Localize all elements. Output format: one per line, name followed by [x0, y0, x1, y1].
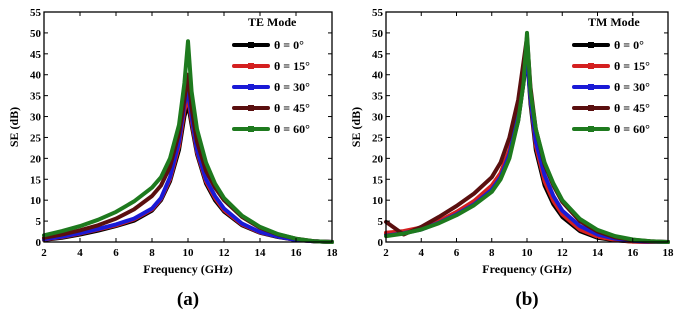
x-tick-label: 14 — [255, 247, 267, 259]
chart-panel-1: 2 4 6 8 10 12 14 16 18 0 5 10 15 20 25 30 35 40 45 50 55 Freq… — [7, 7, 338, 310]
x-tick-label: 10 — [522, 247, 534, 259]
y-tick-label: 10 — [30, 195, 42, 207]
series-line-2 — [42, 95, 334, 244]
legend-label-5: θ = 60° — [274, 122, 310, 136]
y-tick-label: 35 — [372, 91, 384, 103]
x-tick-label: 2 — [41, 247, 47, 259]
panel-label: (b) — [515, 289, 538, 310]
y-tick-label: 15 — [372, 174, 384, 186]
y-tick-label: 25 — [30, 132, 42, 144]
legend-title: TE Mode — [248, 15, 297, 29]
y-tick-label: 15 — [30, 174, 42, 186]
x-tick-label: 12 — [557, 247, 569, 259]
legend-marker-1 — [588, 42, 594, 48]
y-tick-label: 0 — [378, 237, 384, 249]
y-tick-label: 25 — [372, 132, 384, 144]
legend-label-5: θ = 60° — [614, 122, 650, 136]
x-tick-label: 4 — [77, 247, 83, 259]
y-tick-label: 45 — [30, 49, 42, 61]
x-tick-label: 16 — [291, 247, 303, 259]
x-tick-label: 10 — [183, 247, 195, 259]
legend-marker-4 — [588, 105, 594, 111]
y-axis-label: SE (dB) — [349, 107, 363, 147]
y-tick-label: 5 — [36, 216, 42, 228]
y-tick-label: 30 — [30, 112, 42, 124]
legend-label-2: θ = 15° — [614, 59, 650, 73]
y-tick-label: 40 — [30, 70, 42, 82]
x-tick-label: 8 — [489, 247, 495, 259]
legend-label-3: θ = 30° — [614, 80, 650, 94]
x-axis-label: Frequency (GHz) — [143, 262, 232, 276]
y-tick-label: 20 — [30, 153, 42, 165]
legend-label-1: θ = 0° — [274, 38, 304, 52]
x-tick-label: 18 — [327, 247, 339, 259]
y-tick-label: 55 — [372, 7, 384, 19]
y-tick-label: 10 — [372, 195, 384, 207]
y-tick-label: 40 — [372, 70, 384, 82]
y-axis-label: SE (dB) — [7, 107, 21, 147]
legend-label-2: θ = 15° — [274, 59, 310, 73]
y-tick-label: 45 — [372, 49, 384, 61]
legend-marker-1 — [248, 42, 254, 48]
y-tick-label: 50 — [372, 28, 384, 40]
x-tick-label: 18 — [663, 247, 675, 259]
panel-label: (a) — [177, 289, 199, 310]
x-tick-label: 16 — [627, 247, 639, 259]
legend-marker-4 — [248, 105, 254, 111]
x-tick-label: 14 — [592, 247, 604, 259]
legend-label-4: θ = 45° — [274, 101, 310, 115]
legend-marker-2 — [248, 63, 254, 69]
x-tick-label: 6 — [454, 247, 460, 259]
y-tick-label: 35 — [30, 91, 42, 103]
x-tick-label: 12 — [219, 247, 231, 259]
y-tick-label: 20 — [372, 153, 384, 165]
chart-panel-2: 2 4 6 8 10 12 14 16 18 0 5 10 15 20 25 30 35 40 45 50 55 Freq… — [349, 7, 674, 310]
x-tick-label: 2 — [383, 247, 389, 259]
y-tick-label: 50 — [30, 28, 42, 40]
legend-marker-3 — [248, 84, 254, 90]
legend-marker-2 — [588, 63, 594, 69]
y-tick-label: 0 — [36, 237, 42, 249]
legend-label-3: θ = 30° — [274, 80, 310, 94]
series-line-5 — [42, 39, 334, 244]
x-tick-label: 6 — [113, 247, 119, 259]
y-tick-label: 5 — [378, 216, 384, 228]
legend-marker-5 — [248, 126, 254, 132]
x-tick-label: 4 — [419, 247, 425, 259]
series-line-5 — [384, 30, 670, 244]
y-tick-label: 55 — [30, 7, 42, 19]
x-axis-label: Frequency (GHz) — [482, 262, 571, 276]
legend-label-4: θ = 45° — [614, 101, 650, 115]
legend-label-1: θ = 0° — [614, 38, 644, 52]
y-tick-label: 30 — [372, 112, 384, 124]
legend-marker-3 — [588, 84, 594, 90]
legend-title: TM Mode — [588, 15, 640, 29]
x-tick-label: 8 — [149, 247, 155, 259]
legend-marker-5 — [588, 126, 594, 132]
